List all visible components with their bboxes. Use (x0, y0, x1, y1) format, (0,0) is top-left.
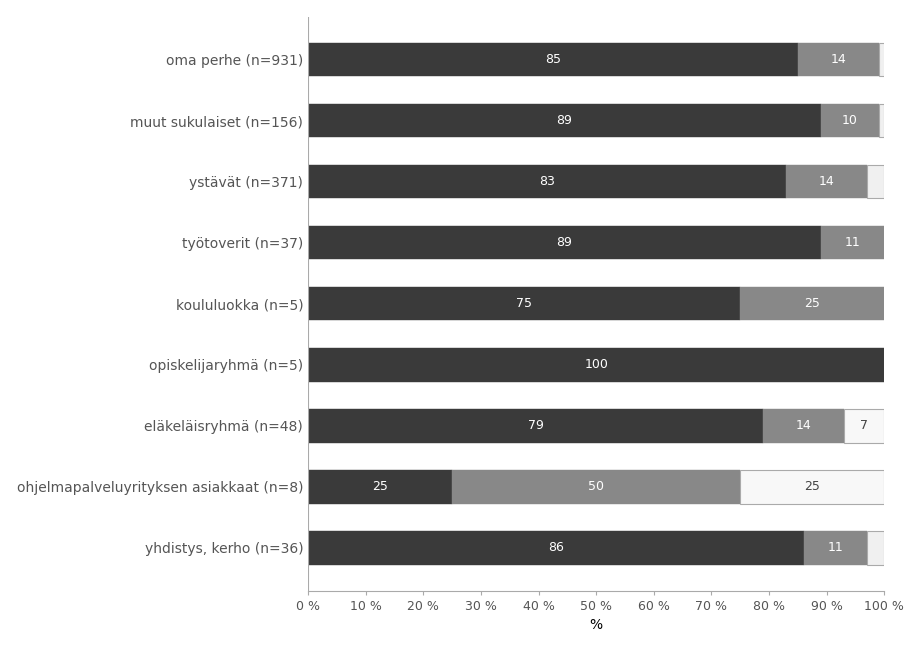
Bar (821, 104, 879, 138)
X-axis label: %: % (589, 618, 602, 632)
Bar (879, 43, 891, 77)
Bar (308, 104, 821, 138)
Text: 14: 14 (819, 175, 834, 188)
Text: 7: 7 (860, 419, 869, 432)
Bar (879, 104, 884, 138)
Bar (308, 226, 821, 260)
Text: 14: 14 (831, 53, 846, 66)
Text: 86: 86 (548, 541, 564, 554)
Bar (308, 165, 787, 199)
Text: 89: 89 (556, 236, 573, 249)
Bar (821, 226, 884, 260)
Bar (867, 531, 884, 565)
Text: 25: 25 (804, 297, 821, 310)
Bar (787, 165, 867, 199)
Text: 50: 50 (589, 480, 604, 493)
Bar (308, 348, 884, 382)
Text: 100: 100 (584, 358, 608, 371)
Bar (867, 165, 884, 199)
Text: 11: 11 (828, 541, 844, 554)
Text: 83: 83 (540, 175, 555, 188)
Bar (308, 43, 798, 77)
Bar (804, 531, 867, 565)
Bar (308, 531, 804, 565)
Bar (844, 409, 884, 443)
Bar (308, 470, 452, 504)
Bar (798, 43, 879, 77)
Text: 10: 10 (842, 114, 857, 127)
Bar (308, 287, 740, 321)
Text: 85: 85 (545, 53, 561, 66)
Text: 25: 25 (804, 480, 821, 493)
Text: 14: 14 (796, 419, 811, 432)
Bar (740, 470, 884, 504)
Bar (452, 470, 740, 504)
Text: 79: 79 (528, 419, 543, 432)
Bar (764, 409, 844, 443)
Text: 89: 89 (556, 114, 573, 127)
Bar (308, 409, 764, 443)
Text: 25: 25 (372, 480, 388, 493)
Text: 11: 11 (845, 236, 860, 249)
Text: 75: 75 (516, 297, 532, 310)
Bar (740, 287, 884, 321)
